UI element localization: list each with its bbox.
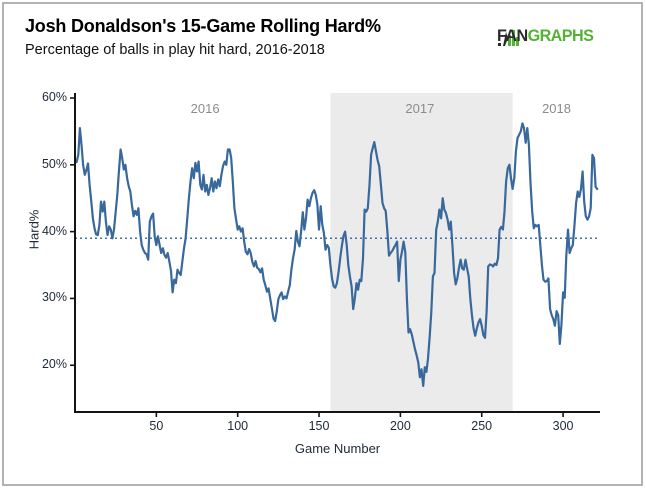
- chart-subtitle: Percentage of balls in play hit hard, 20…: [25, 42, 325, 58]
- x-tick-label-50: 50: [149, 419, 164, 433]
- x-tick-label-250: 250: [471, 419, 493, 433]
- y-tick-label-20: 20%: [41, 357, 67, 372]
- x-axis-title: Game Number: [294, 441, 381, 456]
- fangraphs-logo: FANGRAPHS: [497, 26, 598, 46]
- y-tick-label-40: 40%: [41, 223, 67, 238]
- fangraphs-logo-icon: [498, 30, 519, 46]
- x-tick-label-200: 200: [389, 419, 411, 433]
- chart-title: Josh Donaldson's 15-Game Rolling Hard%: [25, 16, 381, 36]
- fangraphs-logo-text: FANGRAPHS: [497, 26, 594, 46]
- year-label-2017: 2017: [405, 101, 435, 117]
- logo-graphs-text: GRAPHS: [527, 26, 594, 45]
- y-axis-title: Hard%: [26, 209, 42, 250]
- y-tick-label-60: 60%: [41, 90, 67, 104]
- y-tick-label-30: 30%: [41, 290, 67, 305]
- x-tick-label-100: 100: [227, 419, 249, 433]
- logo-fan-text: FAN: [497, 26, 528, 45]
- x-tick-label-150: 150: [308, 419, 330, 433]
- y-tick-label-50: 50%: [41, 156, 67, 171]
- shaded-region-2017: [330, 93, 513, 412]
- hard-pct-line: [75, 122, 599, 387]
- year-label-2018: 2018: [542, 101, 571, 117]
- year-label-2016: 2016: [190, 101, 220, 117]
- x-tick-label-300: 300: [552, 419, 574, 433]
